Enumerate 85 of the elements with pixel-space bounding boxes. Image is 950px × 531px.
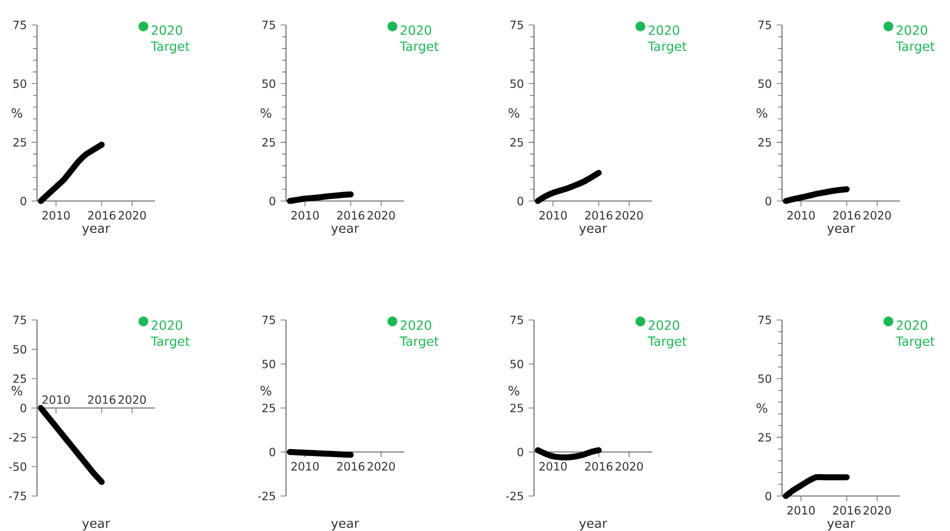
x-tick-label: 2020 xyxy=(616,211,643,220)
x-tick-label: 2020 xyxy=(368,211,395,220)
y-tick-label: 75 xyxy=(13,20,26,30)
x-axis-title: year xyxy=(579,520,608,530)
y-axis-title: % xyxy=(756,403,768,413)
y-tick-label: -75 xyxy=(9,492,26,500)
x-tick-label: 2016 xyxy=(337,211,364,220)
legend-label: 2020 Target xyxy=(150,25,190,54)
y-axis-title: % xyxy=(508,386,520,396)
y-tick-label: -25 xyxy=(258,492,275,500)
y-tick-label: 50 xyxy=(13,345,26,354)
y-tick-label: 25 xyxy=(510,404,523,412)
x-axis-title: year xyxy=(827,520,856,530)
y-tick-label: 50 xyxy=(758,374,772,383)
legend-label: 2020 Target xyxy=(896,25,935,54)
legend-label: 2020 Target xyxy=(648,25,687,54)
y-tick-label: 0 xyxy=(20,196,26,206)
x-tick-label: 2016 xyxy=(88,395,116,404)
y-tick-label: 75 xyxy=(13,316,26,324)
y-tick-label: -50 xyxy=(9,462,26,471)
y-tick-label: 0 xyxy=(270,196,276,206)
y-axis-title: % xyxy=(260,386,272,396)
y-tick-label: 0 xyxy=(518,196,524,206)
y-tick-label: 25 xyxy=(510,138,523,147)
y-tick-label: 0 xyxy=(270,448,276,456)
x-axis-title: year xyxy=(82,520,110,530)
y-tick-label: 50 xyxy=(262,360,276,368)
y-tick-label: 0 xyxy=(766,492,772,500)
y-tick-label: -25 xyxy=(506,492,523,500)
x-tick-label: 2020 xyxy=(368,462,395,471)
y-tick-label: 25 xyxy=(13,374,26,383)
y-tick-label: -25 xyxy=(9,433,26,442)
x-axis-title: year xyxy=(331,520,360,530)
y-axis-title: % xyxy=(756,108,768,118)
y-tick-label: 50 xyxy=(510,360,524,368)
x-tick-label: 2016 xyxy=(585,462,612,471)
x-axis-title: year xyxy=(82,226,110,236)
x-tick-label: 2016 xyxy=(833,506,860,515)
y-axis-title: % xyxy=(260,108,272,118)
y-tick-label: 0 xyxy=(766,196,772,206)
y-tick-label: 50 xyxy=(758,79,772,88)
x-tick-label: 2016 xyxy=(833,211,860,220)
x-tick-label: 2016 xyxy=(585,211,612,220)
x-tick-label: 2010 xyxy=(787,211,815,220)
y-axis-title: % xyxy=(12,386,22,396)
y-tick-label: 75 xyxy=(758,316,771,324)
x-tick-label: 2010 xyxy=(291,211,319,220)
y-tick-label: 75 xyxy=(510,316,523,324)
x-tick-label: 2010 xyxy=(42,211,70,220)
y-tick-label: 75 xyxy=(510,20,523,30)
legend-label: 2020 Target xyxy=(400,25,439,54)
x-tick-label: 2020 xyxy=(118,395,146,404)
x-tick-label: 2010 xyxy=(42,395,70,404)
x-axis-title: year xyxy=(331,226,360,236)
x-tick-label: 2010 xyxy=(539,462,567,471)
y-tick-label: 50 xyxy=(13,79,26,88)
y-axis-title: % xyxy=(12,108,22,118)
legend-label: 2020 Target xyxy=(648,320,687,348)
x-tick-label: 2016 xyxy=(337,462,364,471)
x-axis-title: year xyxy=(579,226,608,236)
x-tick-label: 2010 xyxy=(291,462,319,471)
x-tick-label: 2016 xyxy=(88,211,116,220)
x-tick-label: 2020 xyxy=(864,506,891,515)
y-tick-label: 0 xyxy=(20,404,26,412)
y-tick-label: 75 xyxy=(758,20,771,30)
x-tick-label: 2010 xyxy=(539,211,567,220)
y-tick-label: 75 xyxy=(262,316,275,324)
y-tick-label: 50 xyxy=(262,79,276,88)
y-tick-label: 50 xyxy=(510,79,524,88)
y-tick-label: 25 xyxy=(758,138,771,147)
legend-label: 2020 Target xyxy=(896,320,935,348)
legend-label: 2020 Target xyxy=(400,320,439,348)
y-tick-label: 25 xyxy=(758,433,771,442)
y-tick-label: 25 xyxy=(262,138,275,147)
y-tick-label: 25 xyxy=(262,404,275,412)
x-tick-label: 2020 xyxy=(616,462,643,471)
y-tick-label: 0 xyxy=(518,448,524,456)
y-tick-label: 25 xyxy=(13,138,26,147)
x-tick-label: 2020 xyxy=(864,211,891,220)
x-tick-label: 2020 xyxy=(118,211,146,220)
y-axis-title: % xyxy=(508,108,520,118)
x-tick-label: 2010 xyxy=(787,506,815,515)
x-axis-title: year xyxy=(827,226,856,236)
legend-label: 2020 Target xyxy=(150,320,190,348)
y-tick-label: 75 xyxy=(262,20,275,30)
